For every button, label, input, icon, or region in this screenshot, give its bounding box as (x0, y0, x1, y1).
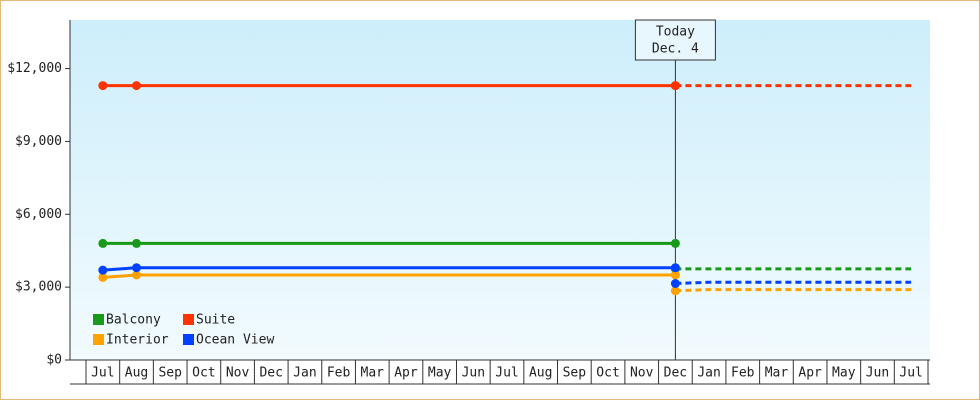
legend-swatch (183, 334, 194, 345)
legend-label: Suite (196, 313, 235, 328)
point (670, 263, 680, 273)
x-tick-label: Dec (259, 366, 282, 381)
legend-label: Interior (106, 333, 169, 348)
x-tick-label: Jul (495, 366, 518, 381)
point (132, 81, 142, 91)
y-tick-label: $9,000 (15, 134, 62, 149)
x-tick-label: Nov (226, 366, 250, 381)
point (98, 81, 108, 91)
point (132, 238, 142, 248)
legend-swatch (183, 314, 194, 325)
x-tick-label: Feb (731, 366, 755, 381)
y-tick-label: $3,000 (15, 280, 62, 295)
point (670, 238, 680, 248)
point (670, 270, 680, 280)
point (98, 238, 108, 248)
x-tick-label: Mar (361, 366, 385, 381)
series-line (102, 266, 676, 272)
x-tick-label: Jan (697, 366, 720, 381)
point (132, 263, 142, 273)
point (98, 265, 108, 275)
legend-swatch (93, 314, 104, 325)
x-tick-label: Jan (293, 366, 316, 381)
today-label: Today (656, 25, 695, 40)
x-tick-label: Sep (158, 366, 182, 381)
x-tick-label: Sep (563, 366, 587, 381)
plot-area (70, 20, 930, 360)
x-tick-label: Nov (630, 366, 654, 381)
forecast-point (670, 279, 680, 288)
x-tick-label: Jun (866, 366, 889, 381)
forecast-point (670, 286, 680, 296)
legend-swatch (93, 334, 104, 345)
x-tick-label: May (428, 366, 452, 381)
x-tick-label: Jun (462, 366, 485, 381)
y-tick-label: $0 (46, 353, 62, 368)
y-tick-label: $12,000 (7, 61, 62, 76)
point (132, 270, 142, 280)
x-tick-label: Jul (899, 366, 922, 381)
x-tick-label: Dec (664, 366, 687, 381)
x-tick-label: Aug (125, 366, 148, 381)
today-box (634, 19, 716, 61)
x-tick-label: Mar (765, 366, 789, 381)
x-tick-label: Aug (529, 366, 552, 381)
x-tick-label: Oct (596, 366, 619, 381)
today-label: Dec. 4 (652, 42, 699, 57)
x-tick-label: Apr (798, 366, 822, 381)
legend-label: Balcony (106, 313, 161, 328)
x-tick-label: Jul (91, 366, 114, 381)
x-tick-label: Apr (394, 366, 418, 381)
y-tick-label: $6,000 (15, 207, 62, 222)
x-tick-label: Oct (192, 366, 215, 381)
legend-label: Ocean View (196, 333, 274, 348)
forecast-point (670, 81, 680, 91)
x-tick-label: May (832, 366, 856, 381)
series-line (102, 273, 676, 279)
x-tick-label: Feb (327, 366, 351, 381)
point (98, 272, 108, 282)
